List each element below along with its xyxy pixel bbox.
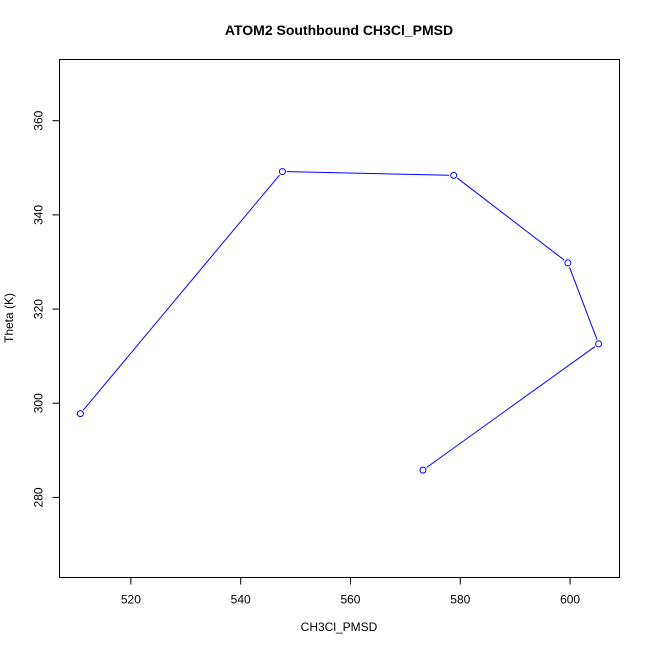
y-axis: 280 300 320 340 360 (32, 110, 60, 507)
y-axis-label: Theta (K) (2, 293, 16, 343)
x-tick-label: 600 (560, 593, 580, 607)
data-point (278, 168, 286, 176)
x-tick-label: 520 (121, 593, 141, 607)
y-tick-label: 340 (32, 205, 46, 225)
y-tick-label: 280 (32, 487, 46, 507)
chart-title: ATOM2 Southbound CH3Cl_PMSD (225, 22, 453, 38)
series-line-segment (286, 171, 450, 176)
series-line-segment (569, 266, 598, 340)
data-point (419, 466, 427, 474)
y-tick-label: 320 (32, 299, 46, 319)
series-layer (76, 168, 603, 474)
x-axis-label: CH3Cl_PMSD (301, 620, 378, 634)
x-axis: 520 540 560 580 600 (121, 577, 580, 607)
x-tick-label: 580 (450, 593, 470, 607)
plot-frame (59, 59, 620, 578)
series-line-segment (82, 174, 280, 411)
series-line-segment (426, 346, 596, 468)
x-tick-label: 540 (231, 593, 251, 607)
data-point (595, 340, 603, 348)
x-tick-label: 560 (340, 593, 360, 607)
y-tick-label: 300 (32, 393, 46, 413)
y-tick-label: 360 (32, 110, 46, 130)
data-point (564, 259, 572, 267)
data-point (76, 410, 84, 418)
series-line-segment (456, 177, 565, 261)
data-point (450, 171, 458, 179)
